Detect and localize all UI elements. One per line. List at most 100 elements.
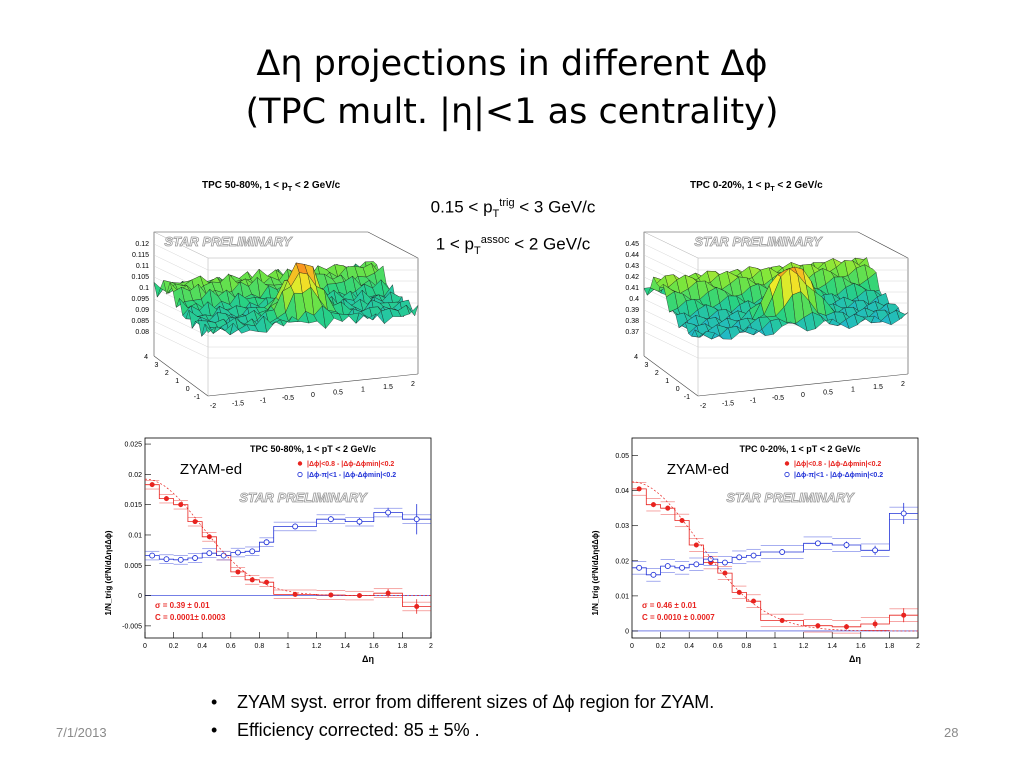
- data-point: [264, 579, 270, 585]
- y-tick-label: 0.02: [128, 472, 142, 479]
- x-tick-label: 0.2: [169, 643, 179, 650]
- data-point: [385, 590, 391, 596]
- surface-gridline: [153, 331, 209, 359]
- kinematic-cuts: 0.15 < pTtrig < 3 GeV/c 1 < pTassoc < 2 …: [388, 190, 638, 264]
- fit-result: C = 0.0001± 0.0003: [155, 613, 226, 622]
- x-tick-label: -2: [210, 403, 216, 410]
- data-point: [650, 502, 656, 508]
- x-tick-label: -1: [750, 398, 756, 405]
- surface-gridline: [643, 320, 699, 348]
- data-point: [177, 556, 184, 563]
- z-tick-label: 0.41: [625, 285, 639, 292]
- x-tick-label: 2: [411, 381, 415, 388]
- surface-cell: [896, 309, 909, 320]
- z-tick-label: 0.42: [625, 274, 639, 281]
- data-point: [356, 518, 363, 525]
- watermark: STAR PRELIMINARY: [726, 490, 855, 505]
- data-point: [263, 539, 270, 546]
- y-tick-label: -1: [194, 394, 200, 401]
- data-point: [814, 540, 821, 547]
- data-point: [192, 555, 199, 561]
- y-tick-label: 0: [138, 593, 142, 600]
- data-point: [872, 547, 879, 554]
- data-point: [750, 552, 757, 559]
- y-tick-label: 1: [175, 378, 179, 385]
- z-tick-label: 0.37: [625, 329, 639, 336]
- x-tick-label: -2: [700, 403, 706, 410]
- data-point: [163, 496, 169, 502]
- y-tick-label: 3: [154, 362, 158, 369]
- x-tick-label: 1.5: [873, 384, 883, 391]
- y-tick-label: -1: [684, 394, 690, 401]
- data-point: [815, 623, 821, 629]
- data-point: [192, 519, 198, 525]
- z-tick-label: 0.095: [131, 296, 149, 303]
- projection-plot-peripheral: 0.025 0.02 0.015 0.01 0.005 0 -0.005 0 0.2 0.4 0.6…: [104, 437, 433, 664]
- kin-assoc-line: 1 < pTassoc < 2 GeV/c: [435, 234, 591, 258]
- data-point: [779, 549, 786, 555]
- data-point: [357, 593, 362, 599]
- surface-frame-back: [153, 231, 209, 259]
- z-tick-label: 0.45: [625, 241, 639, 248]
- x-tick-label: 1: [286, 643, 290, 650]
- z-tick-label: 0.43: [625, 263, 639, 270]
- bullet-item: ZYAM syst. error from different sizes of…: [205, 688, 714, 716]
- data-point: [693, 542, 699, 548]
- x-tick-label: 1: [851, 387, 855, 394]
- x-tick-label: 1.8: [398, 643, 408, 650]
- data-point: [844, 624, 849, 630]
- y-tick-label: 4: [144, 354, 148, 361]
- data-point: [751, 598, 757, 604]
- data-point: [843, 542, 850, 548]
- data-point: [722, 570, 728, 576]
- projection-plot-central: 0.05 0.04 0.03 0.02 0.01 0 0 0.2 0.4 0.6 0.8 1 1.2 1.…: [591, 437, 920, 664]
- x-tick-label: 2: [429, 643, 433, 650]
- legend-marker: [784, 461, 790, 466]
- y-tick-label: 0.04: [615, 488, 629, 495]
- y-axis-label: 1/N_trig (d²N/dΔηdΔϕ): [104, 530, 113, 615]
- data-point: [665, 505, 671, 511]
- surface-frame: [153, 231, 419, 374]
- data-point: [234, 549, 241, 556]
- legend-label: |Δϕ|<0.8 - |Δϕ-Δϕmin|<0.2: [307, 461, 394, 468]
- x-tick-label: 1.4: [827, 643, 837, 650]
- y-axis-label: 1/N_trig (d²N/dΔηdΔϕ): [591, 530, 600, 615]
- x-tick-label: 0.5: [333, 389, 343, 396]
- data-point: [413, 516, 420, 523]
- data-point: [327, 516, 334, 523]
- watermark: STAR PRELIMINARY: [694, 234, 823, 249]
- z-tick-label: 0.09: [135, 307, 149, 314]
- data-point: [149, 552, 156, 559]
- y-tick-label: 0.015: [124, 502, 142, 509]
- data-point: [149, 482, 155, 488]
- y-tick-label: 3: [644, 362, 648, 369]
- x-tick-label: 1: [773, 643, 777, 650]
- bullet-list: ZYAM syst. error from different sizes of…: [205, 688, 714, 744]
- surface-gridline: [153, 243, 209, 271]
- data-point: [249, 577, 255, 583]
- gaussian-fit: [631, 481, 918, 632]
- page-number: 28: [944, 725, 959, 740]
- x-tick-label: 0.6: [226, 643, 236, 650]
- data-point: [292, 591, 298, 597]
- x-tick-label: -0.5: [772, 395, 784, 402]
- z-tick-label: 0.44: [625, 252, 639, 259]
- z-tick-label: 0.12: [135, 241, 149, 248]
- y-tick-label: 2: [165, 370, 169, 377]
- legend-label: |Δϕ|<0.8 - |Δϕ-Δϕmin|<0.2: [794, 461, 881, 468]
- surface-cell: [406, 304, 419, 317]
- slide-title-line1: Δη projections in different Δϕ: [256, 44, 768, 84]
- x-tick-label: -0.5: [282, 395, 294, 402]
- data-point: [385, 509, 392, 516]
- x-tick-label: 0.4: [684, 643, 694, 650]
- zyam-label: ZYAM-ed: [667, 461, 729, 478]
- z-tick-label: 0.105: [131, 274, 149, 281]
- data-point: [414, 603, 420, 609]
- y-tick-label: 1: [665, 378, 669, 385]
- slide-title: Δη projections in different Δϕ (TPC mult…: [0, 40, 1024, 136]
- x-tick-label: -1.5: [722, 400, 734, 407]
- legend-label: |Δϕ-π|<1 - |Δϕ-Δϕmin|<0.2: [307, 472, 396, 479]
- data-point: [235, 569, 241, 575]
- data-point: [206, 534, 212, 540]
- surface-gridline: [153, 320, 209, 348]
